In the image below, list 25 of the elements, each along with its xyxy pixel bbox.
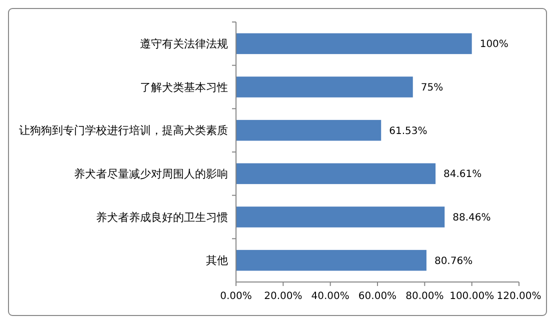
x-tick-label: 40.00% [311,291,350,302]
x-tick-label: 120.00% [496,291,542,302]
data-label: 75% [420,82,444,94]
x-tick-label: 60.00% [358,291,397,302]
data-label: 61.53% [389,126,428,137]
bar [236,250,426,271]
y-tick-label: 了解犬类基本习性 [140,80,228,94]
bar [236,206,445,228]
y-tick-label: 其他 [206,254,228,268]
data-label: 84.61% [444,169,482,180]
bar [236,76,413,98]
y-tick-label: 养犬者尽量减少对周围人的影响 [74,168,228,181]
data-label: 80.76% [434,256,473,267]
y-tick-label: 养犬者养成良好的卫生习惯 [96,210,228,224]
bar [236,33,472,54]
x-tick-label: 100.00% [450,291,494,302]
bar [236,120,382,141]
data-label: 88.46% [452,212,491,224]
data-label: 100% [480,39,508,50]
y-tick-label: 遵守有关法律法规 [140,38,228,51]
x-tick-label: 20.00% [264,291,302,302]
x-tick-label: 0.00% [220,291,252,302]
bar [236,163,436,184]
y-tick-label: 让狗狗到专门学校进行培训，提高犬类素质 [19,124,228,138]
x-tick-label: 80.00% [406,291,444,302]
